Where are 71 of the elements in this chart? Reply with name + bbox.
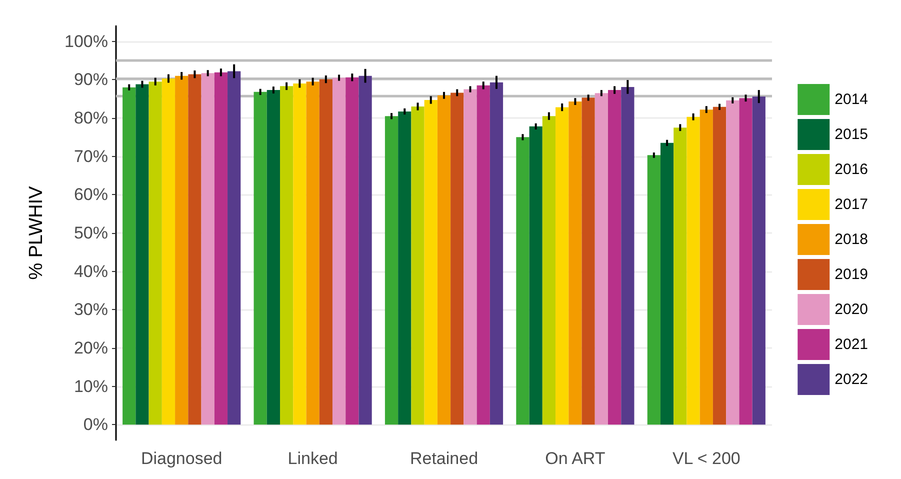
y-tick-label: 100% [64, 32, 108, 51]
y-tick-label: 10% [74, 376, 108, 396]
bar [752, 96, 766, 425]
y-tick-label: 60% [74, 185, 108, 204]
y-tick-label: 80% [74, 108, 108, 128]
y-tick-label: 40% [74, 262, 108, 281]
bar [726, 100, 740, 425]
bar [254, 92, 267, 425]
bar [319, 79, 332, 425]
bar [490, 82, 504, 425]
x-tick-label: Diagnosed [140, 449, 222, 468]
bar [608, 90, 622, 425]
bar [358, 76, 372, 425]
bar [411, 106, 424, 425]
bar [228, 71, 241, 425]
bar [542, 116, 556, 425]
y-tick-label: 20% [74, 338, 108, 358]
bar [332, 78, 346, 425]
bar [450, 92, 464, 425]
bar [594, 93, 608, 425]
bar [660, 142, 674, 425]
bar [293, 84, 306, 425]
bar [162, 78, 176, 425]
y-tick-label: 90% [74, 70, 108, 90]
bar [464, 89, 477, 425]
bar [384, 116, 398, 425]
bar [556, 107, 569, 425]
x-tick-label: Retained [410, 449, 478, 468]
bar [306, 82, 320, 425]
bar [148, 82, 162, 425]
bar [398, 111, 412, 425]
bar [476, 85, 490, 425]
legend-label: 2020 [834, 301, 868, 318]
y-axis-title: % PLWHIV [26, 186, 47, 280]
bar [529, 126, 542, 425]
bar [647, 155, 660, 425]
bar [188, 74, 202, 425]
bar [266, 90, 280, 425]
legend-label: 2019 [834, 266, 868, 283]
y-tick-label: 30% [74, 300, 108, 320]
bar [686, 116, 700, 425]
bar [136, 84, 149, 425]
legend-label: 2022 [834, 371, 868, 388]
legend-label: 2018 [834, 231, 868, 248]
legend-label: 2016 [834, 161, 868, 178]
legend-label: 2015 [834, 126, 868, 143]
bar [424, 100, 438, 425]
bar [739, 98, 752, 425]
bar [674, 128, 687, 425]
legend-label: 2021 [834, 336, 868, 353]
y-tick-label: 0% [83, 415, 108, 434]
y-tick-label: 70% [74, 146, 108, 166]
bar [201, 73, 214, 425]
y-tick-label: 50% [74, 224, 108, 242]
bar [122, 87, 136, 425]
bar [516, 137, 530, 425]
bar [582, 98, 595, 425]
bar [712, 106, 726, 425]
x-tick-label: VL < 200 [672, 449, 740, 468]
legend-label: 2014 [834, 91, 868, 108]
bar [568, 102, 582, 425]
bar [621, 86, 634, 425]
bar [346, 77, 359, 425]
bar [700, 110, 713, 425]
bar [214, 72, 228, 425]
bar [437, 95, 451, 425]
bar [280, 86, 294, 425]
bar [175, 76, 188, 425]
x-tick-label: Linked [288, 449, 338, 468]
legend-label: 2017 [834, 196, 868, 213]
x-tick-label: On ART [545, 449, 606, 468]
